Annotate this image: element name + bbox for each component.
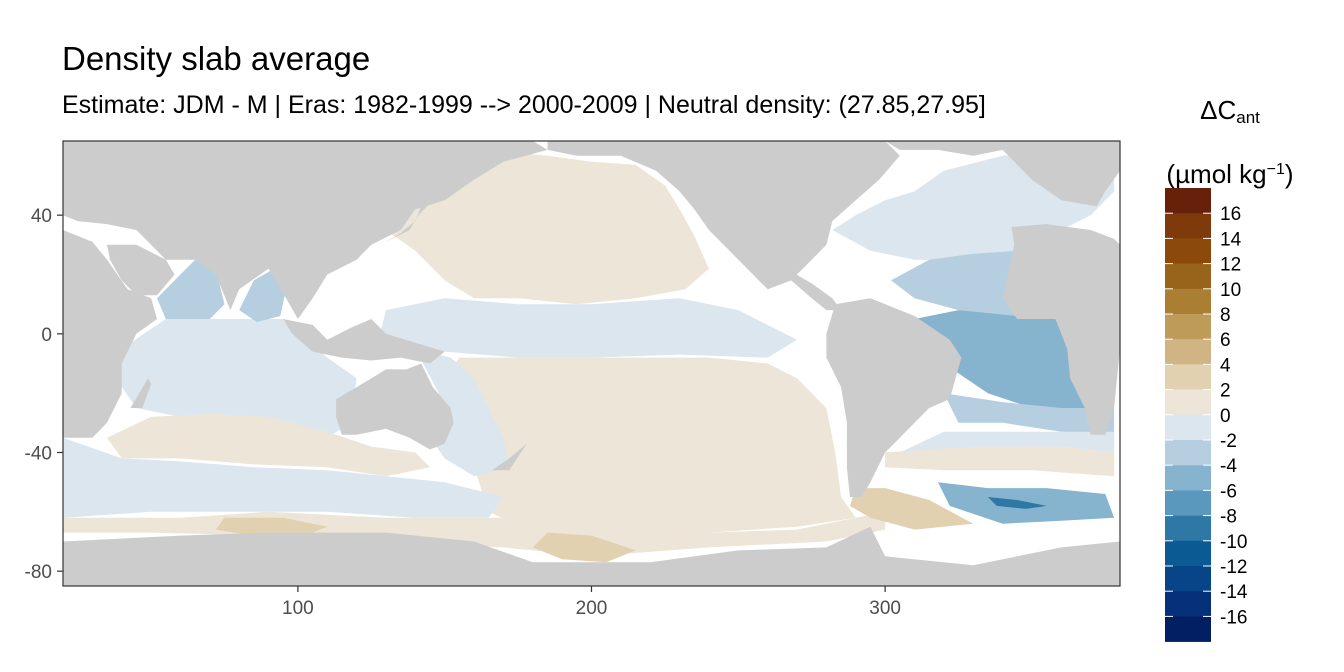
legend-bin [1165, 213, 1211, 239]
legend-label: 12 [1220, 255, 1241, 276]
land-north-america [547, 141, 900, 290]
legend-label: -14 [1220, 582, 1248, 603]
legend-label: 8 [1220, 305, 1231, 326]
land-new-zealand [491, 443, 527, 471]
legend-bin [1165, 364, 1211, 390]
ocean-region-ross-sea-shelf [532, 532, 636, 563]
land-africa-east [63, 230, 157, 438]
legend-label: -2 [1220, 431, 1237, 452]
legend-title-quantity: ΔCant [1200, 95, 1260, 127]
legend-label: -4 [1220, 456, 1237, 477]
ocean-region-ross-weddell-shelf [215, 517, 328, 536]
ocean-region-weddell-shelf [849, 488, 974, 530]
ocean-region-bay-of-bengal [239, 268, 287, 322]
legend-bin [1165, 566, 1211, 592]
legend-bin [1165, 616, 1211, 642]
ocean-region-south-atlantic [943, 393, 1115, 438]
land-eurasia [63, 141, 548, 319]
ocean-region-south-indian-band [107, 413, 430, 477]
ocean-region-weddell-core [987, 497, 1047, 509]
legend-bin [1165, 288, 1211, 315]
y-tick-label-40: 40 [31, 206, 52, 227]
land-antarctica [63, 526, 1120, 586]
ocean-region-south-atlantic-band [899, 431, 1115, 453]
legend-label: -8 [1220, 507, 1237, 528]
legend-label: 0 [1220, 406, 1231, 427]
legend-bin [1165, 314, 1211, 340]
legend-bin [1165, 465, 1211, 491]
y-tick-label--40: -40 [25, 444, 52, 465]
legend-bin [1165, 238, 1211, 264]
legend-bin [1165, 389, 1211, 416]
legend-bin [1165, 414, 1211, 441]
legend-label: -12 [1220, 557, 1247, 578]
legend-title-unit: (µmol kg−1) [1166, 159, 1294, 189]
land-greenland-europe [885, 141, 1120, 207]
legend-bin [1165, 188, 1211, 214]
y-tick-label-0: 0 [41, 325, 52, 346]
legend-label: -10 [1220, 532, 1247, 553]
land-madagascar [130, 378, 152, 408]
y-tick-label--80: -80 [25, 562, 52, 583]
ocean-region-indian-ocean [115, 319, 357, 438]
legend-label: 14 [1220, 229, 1242, 250]
land-arabia [107, 244, 175, 296]
land-layer [63, 141, 1120, 586]
x-tick-label-300: 300 [869, 598, 901, 619]
ocean-region-equatorial-pacific [380, 298, 797, 358]
legend-title: ΔCant (µmol kg−1) [1150, 84, 1310, 200]
chart-title: Density slab average [62, 40, 371, 77]
x-tick-label-200: 200 [576, 598, 608, 619]
legend-label: 4 [1220, 355, 1231, 376]
legend-label: 16 [1220, 204, 1241, 225]
ocean-region-south-pacific [444, 357, 856, 533]
legend-bin [1165, 263, 1211, 290]
land-australia [336, 363, 454, 450]
legend-label: 2 [1220, 381, 1231, 402]
ocean-region-south-atlantic-warm [885, 446, 1115, 477]
legend-label: -16 [1220, 607, 1247, 628]
legend-bin [1165, 515, 1211, 542]
legend: 16 14 12 10 8 6 4 2 0 -2 -4 -6 -8 -10 -12 -14 -16 [1165, 188, 1248, 642]
chart-subtitle: Estimate: JDM - M | Eras: 1982-1999 --> … [62, 91, 986, 119]
land-africa [1002, 224, 1120, 435]
legend-bin [1165, 440, 1211, 466]
legend-label: -6 [1220, 481, 1237, 502]
land-central-america [767, 271, 842, 311]
ocean-region-southern-ocean-west [63, 437, 504, 518]
x-tick-label-100: 100 [282, 598, 314, 619]
legend-bin [1165, 540, 1211, 567]
ocean-region-arabian-sea [157, 259, 225, 319]
land-south-america [826, 298, 962, 497]
legend-bin [1165, 339, 1211, 365]
legend-label: 6 [1220, 330, 1231, 351]
map-panel [63, 141, 1120, 586]
legend-bin [1165, 490, 1211, 516]
legend-bin [1165, 591, 1211, 617]
land-maritime-continent [283, 319, 445, 364]
land-japan [386, 203, 430, 242]
legend-label: 10 [1220, 280, 1241, 301]
